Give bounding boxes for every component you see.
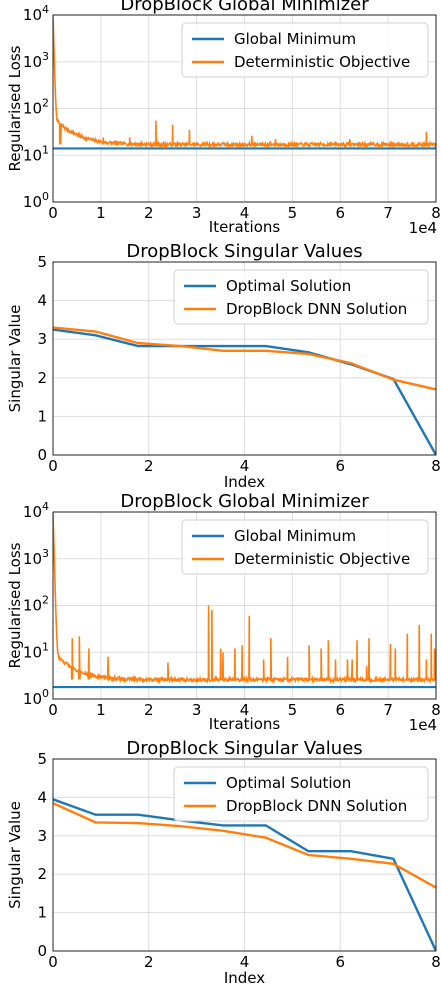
y-tick-label: 100 bbox=[23, 687, 49, 708]
y-tick-label: 2 bbox=[37, 865, 47, 883]
x-tick-label: 2 bbox=[144, 701, 154, 719]
y-axis-label: Regularised Loss bbox=[6, 45, 24, 171]
x-tick-label: 1 bbox=[96, 204, 106, 222]
x-tick-label: 6 bbox=[335, 953, 345, 971]
y-tick-label: 103 bbox=[23, 547, 49, 568]
x-tick-label: 4 bbox=[240, 701, 250, 719]
series-line-2 bbox=[53, 512, 436, 685]
y-tick-label: 4 bbox=[37, 292, 47, 310]
y-tick-label: 100 bbox=[23, 190, 49, 211]
y-axis-label: Singular Value bbox=[6, 305, 24, 413]
x-tick-label: 1 bbox=[96, 701, 106, 719]
x-tick-label: 6 bbox=[335, 204, 345, 222]
series-line-2 bbox=[53, 15, 436, 150]
y-tick-label: 3 bbox=[37, 827, 47, 845]
legend-label-1: Global Minimum bbox=[234, 30, 356, 48]
series-group bbox=[53, 15, 436, 150]
series-line-1 bbox=[53, 798, 436, 951]
legend-box bbox=[173, 766, 429, 822]
chart-panel-3: 0 1 2 3 4 5 6 7 8 100 101 102 103 104 DropBlock Global… bbox=[6, 491, 441, 734]
axes-frame bbox=[52, 261, 437, 456]
chart-panel-1: 0 1 2 3 4 5 6 7 8 100 101 102 103 104 DropBlock Global… bbox=[6, 0, 441, 237]
x-multiplier-label: 1e4 bbox=[409, 219, 437, 237]
x-tick-label: 5 bbox=[288, 204, 298, 222]
x-tick-label: 5 bbox=[288, 701, 298, 719]
legend-label-2: Deterministic Objective bbox=[234, 550, 410, 568]
legend-label-2: DropBlock DNN Solution bbox=[226, 797, 407, 815]
x-tick-label: 2 bbox=[144, 953, 154, 971]
chart-title: DropBlock Singular Values bbox=[126, 738, 362, 759]
x-tick-label: 0 bbox=[48, 457, 58, 475]
series-line-2 bbox=[53, 326, 436, 391]
y-tick-label: 102 bbox=[23, 97, 49, 118]
y-tick-label: 1 bbox=[37, 407, 47, 425]
x-axis-label: Iterations bbox=[209, 218, 281, 236]
x-tick-label: 3 bbox=[192, 204, 202, 222]
legend-label-1: Global Minimum bbox=[234, 527, 356, 545]
y-tick-label: 5 bbox=[37, 750, 47, 768]
legend: Global Minimum Deterministic Objective bbox=[181, 519, 429, 575]
series-group bbox=[53, 326, 436, 455]
x-tick-label: 0 bbox=[48, 701, 58, 719]
series-group bbox=[53, 512, 436, 689]
axes-frame bbox=[52, 14, 437, 203]
x-axis-label: Index bbox=[224, 473, 265, 491]
y-tick-label: 102 bbox=[23, 594, 49, 615]
x-tick-label: 0 bbox=[48, 953, 58, 971]
chart-title: DropBlock Global Minimizer bbox=[120, 0, 369, 15]
legend-box bbox=[181, 519, 429, 575]
y-tick-label: 1 bbox=[37, 904, 47, 922]
y-tick-label: 4 bbox=[37, 788, 47, 806]
y-tick-label: 101 bbox=[23, 640, 49, 661]
y-tick-label: 0 bbox=[37, 446, 47, 464]
x-tick-label: 4 bbox=[240, 204, 250, 222]
chart-panel-4: 0 2 4 6 8 0 1 2 3 4 5 DropBlock Singular Values Inde… bbox=[6, 738, 441, 987]
x-tick-label: 8 bbox=[431, 457, 441, 475]
x-tick-label: 6 bbox=[335, 701, 345, 719]
x-tick-label: 3 bbox=[192, 701, 202, 719]
legend-box bbox=[181, 22, 429, 78]
y-tick-label: 0 bbox=[37, 942, 47, 960]
axes-frame bbox=[52, 758, 437, 952]
x-tick-label: 4 bbox=[240, 457, 250, 475]
x-multiplier-label: 1e4 bbox=[409, 716, 437, 734]
x-tick-label: 6 bbox=[335, 457, 345, 475]
legend-label-1: Optimal Solution bbox=[226, 277, 351, 295]
y-tick-label: 101 bbox=[23, 143, 49, 164]
x-axis-label: Index bbox=[224, 969, 265, 987]
x-tick-label: 7 bbox=[383, 701, 393, 719]
legend-label-2: DropBlock DNN Solution bbox=[226, 300, 407, 318]
legend: Global Minimum Deterministic Objective bbox=[181, 22, 429, 78]
legend: Optimal Solution DropBlock DNN Solution bbox=[173, 269, 429, 325]
series-group bbox=[53, 798, 436, 951]
axes-frame bbox=[52, 511, 437, 700]
x-tick-label: 4 bbox=[240, 953, 250, 971]
x-tick-label: 0 bbox=[48, 204, 58, 222]
x-tick-label: 2 bbox=[144, 204, 154, 222]
y-axis-label: Regularised Loss bbox=[6, 542, 24, 668]
legend-box bbox=[173, 269, 429, 325]
y-tick-label: 3 bbox=[37, 330, 47, 348]
x-tick-label: 8 bbox=[431, 701, 441, 719]
legend: Optimal Solution DropBlock DNN Solution bbox=[173, 766, 429, 822]
x-tick-label: 8 bbox=[431, 953, 441, 971]
y-tick-label: 103 bbox=[23, 50, 49, 71]
x-tick-label: 8 bbox=[431, 204, 441, 222]
x-tick-label: 2 bbox=[144, 457, 154, 475]
y-tick-label: 2 bbox=[37, 369, 47, 387]
y-tick-label: 104 bbox=[23, 3, 49, 24]
y-tick-label: 5 bbox=[37, 253, 47, 271]
chart-title: DropBlock Singular Values bbox=[126, 241, 362, 262]
x-tick-label: 7 bbox=[383, 204, 393, 222]
legend-label-2: Deterministic Objective bbox=[234, 53, 410, 71]
chart-panel-2: 0 2 4 6 8 0 1 2 3 4 5 DropBlock Singular Values Inde… bbox=[6, 241, 441, 491]
y-tick-label: 104 bbox=[23, 500, 49, 521]
y-axis-label: Singular Value bbox=[6, 801, 24, 909]
chart-title: DropBlock Global Minimizer bbox=[120, 491, 369, 512]
legend-label-1: Optimal Solution bbox=[226, 774, 351, 792]
x-axis-label: Iterations bbox=[209, 715, 281, 733]
series-line-2 bbox=[53, 802, 436, 889]
